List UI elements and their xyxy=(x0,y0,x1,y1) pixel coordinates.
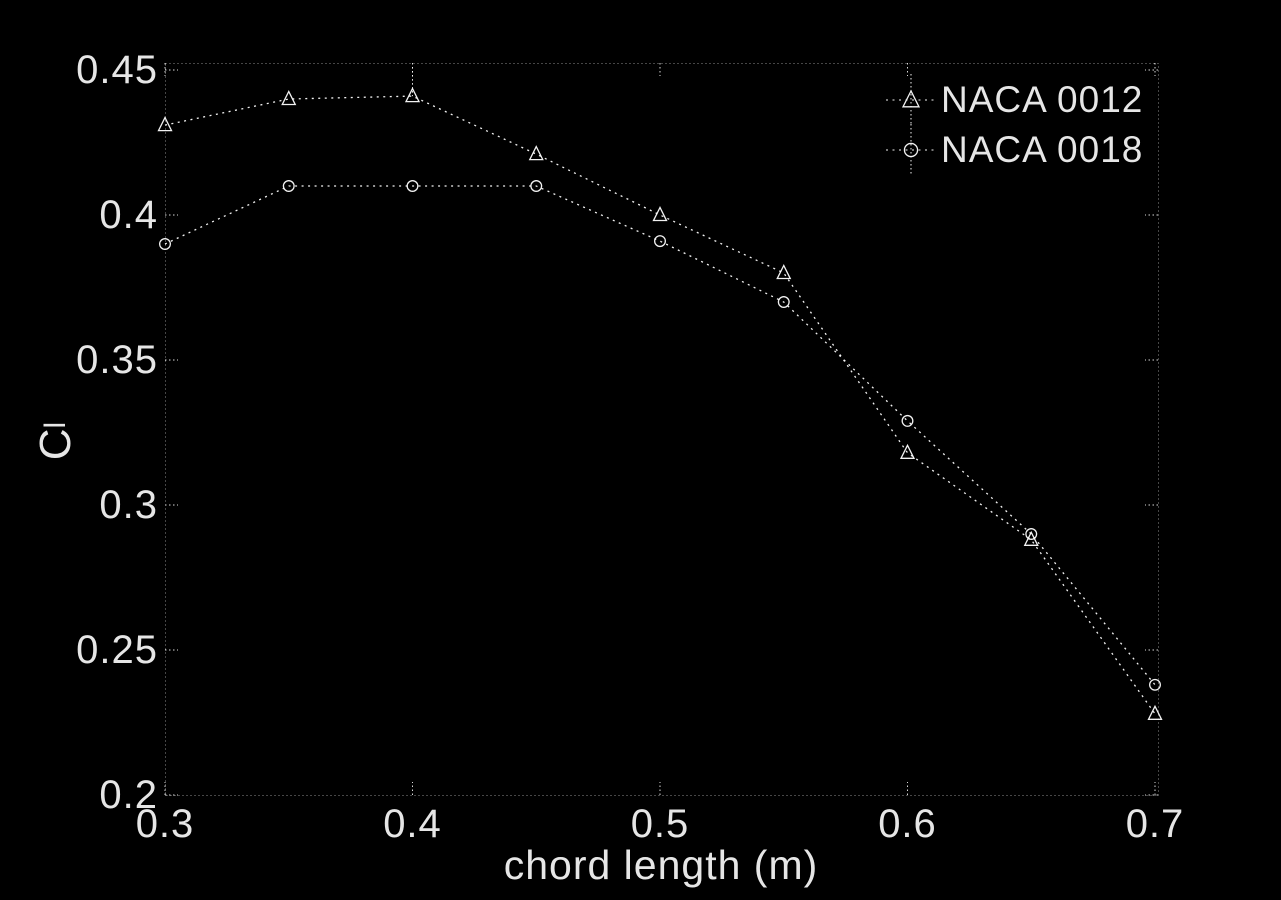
y-axis-label-main: C xyxy=(31,428,80,461)
marker-triangle-naca-0012 xyxy=(404,87,421,103)
marker-circle-naca-0018 xyxy=(530,180,543,192)
marker-triangle-naca-0012 xyxy=(776,264,792,280)
x-tick-label: 0.7 xyxy=(1125,802,1185,846)
marker-triangle-naca-0012 xyxy=(281,90,297,106)
legend-marker-triangle xyxy=(901,89,921,108)
marker-circle-naca-0018 xyxy=(1025,528,1038,540)
marker-triangle-naca-0012 xyxy=(1147,704,1163,720)
series-line-naca-0012 xyxy=(164,95,1156,715)
marker-triangle-naca-0012 xyxy=(899,443,916,459)
marker-triangle-naca-0012 xyxy=(652,206,668,222)
marker-triangle-naca-0012 xyxy=(528,145,544,161)
x-tick-label: 0.3 xyxy=(135,802,195,846)
y-tick-label: 0.4 xyxy=(99,193,158,237)
marker-circle-naca-0018 xyxy=(282,180,295,192)
legend-entry-naca-0018: NACA 0018 xyxy=(941,129,1144,170)
x-tick-label: 0.5 xyxy=(630,802,690,846)
y-tick-label: 0.45 xyxy=(76,48,158,92)
legend-entry-naca-0012: NACA 0012 xyxy=(941,79,1144,120)
series-line-naca-0018 xyxy=(164,185,1156,686)
marker-circle-naca-0018 xyxy=(901,414,914,427)
y-tick-label: 0.2 xyxy=(99,773,158,817)
y-tick-label: 0.25 xyxy=(76,628,158,672)
marker-circle-naca-0018 xyxy=(159,238,171,250)
marker-circle-naca-0018 xyxy=(406,180,419,192)
y-tick-label: 0.35 xyxy=(76,338,158,382)
x-tick-label: 0.6 xyxy=(878,802,937,846)
x-axis-label: chord length (m) xyxy=(503,842,819,888)
legend-marker-circle xyxy=(903,142,919,158)
marker-triangle-naca-0012 xyxy=(157,116,173,132)
marker-circle-naca-0018 xyxy=(1149,678,1161,691)
marker-circle-naca-0018 xyxy=(777,296,790,308)
marker-circle-naca-0018 xyxy=(654,235,666,248)
plot-frame xyxy=(165,63,1159,796)
y-tick-label: 0.3 xyxy=(99,483,158,527)
x-tick-label: 0.4 xyxy=(383,802,442,846)
